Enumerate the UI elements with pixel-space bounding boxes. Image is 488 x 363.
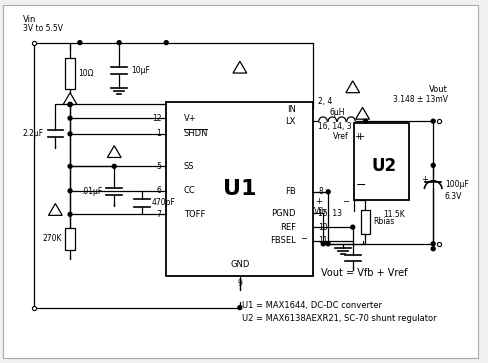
Bar [65, 228, 75, 250]
Text: 6μH: 6μH [329, 108, 345, 117]
Text: +: + [354, 132, 361, 141]
Text: Vin: Vin [23, 15, 36, 24]
Text: +: + [356, 132, 366, 142]
Text: Vfb: Vfb [314, 207, 327, 216]
Text: TOFF: TOFF [184, 210, 205, 219]
Circle shape [68, 132, 72, 136]
Circle shape [68, 116, 72, 120]
Text: 10: 10 [318, 223, 328, 232]
Text: U1 = MAX1644, DC-DC converter: U1 = MAX1644, DC-DC converter [242, 301, 382, 310]
Text: 470pF: 470pF [152, 198, 175, 207]
Bar [361, 209, 370, 234]
Text: SS: SS [184, 162, 194, 171]
Circle shape [164, 41, 168, 45]
Text: V+: V+ [184, 114, 197, 123]
Circle shape [364, 119, 367, 123]
Text: 3V to 5.5V: 3V to 5.5V [23, 24, 63, 33]
Text: IN: IN [287, 105, 296, 114]
Text: +: + [422, 175, 428, 184]
Text: 16, 14, 3: 16, 14, 3 [318, 122, 352, 131]
Polygon shape [356, 107, 369, 119]
Circle shape [431, 247, 435, 251]
Circle shape [326, 242, 330, 246]
Text: GND: GND [230, 260, 249, 269]
Text: 1: 1 [157, 129, 162, 138]
Text: 100μF: 100μF [445, 180, 469, 189]
Text: 15, 13: 15, 13 [318, 209, 343, 218]
Circle shape [68, 102, 72, 106]
Circle shape [117, 41, 121, 45]
Circle shape [431, 242, 435, 246]
Text: PGND: PGND [271, 209, 296, 218]
Polygon shape [233, 61, 247, 73]
Text: CC: CC [184, 186, 196, 195]
Text: U2 = MAX6138AEXR21, SC-70 shunt regulator: U2 = MAX6138AEXR21, SC-70 shunt regulato… [242, 314, 436, 323]
Text: .01μF: .01μF [81, 187, 102, 196]
Text: 5: 5 [157, 162, 162, 171]
Circle shape [431, 119, 435, 123]
Text: 2, 4: 2, 4 [318, 97, 333, 106]
Bar [166, 102, 313, 276]
Circle shape [321, 242, 325, 246]
Text: SHDN: SHDN [184, 129, 208, 138]
Text: −: − [355, 179, 366, 192]
Text: 10μF: 10μF [131, 66, 150, 75]
Circle shape [326, 190, 330, 194]
Circle shape [431, 163, 435, 167]
Text: −: − [300, 234, 307, 244]
Text: 2.2μF: 2.2μF [22, 129, 43, 138]
Text: U1: U1 [223, 179, 257, 199]
Text: +: + [315, 197, 322, 206]
Text: 10Ω: 10Ω [78, 69, 93, 78]
Text: 270K: 270K [43, 234, 62, 244]
Polygon shape [346, 81, 360, 93]
Circle shape [68, 212, 72, 216]
Text: LX: LX [285, 117, 296, 126]
Circle shape [78, 41, 82, 45]
Text: 3.148 ± 13mV: 3.148 ± 13mV [393, 95, 448, 104]
Text: REF: REF [280, 223, 296, 232]
Text: 12: 12 [152, 114, 162, 123]
Text: FB: FB [285, 187, 296, 196]
Circle shape [68, 189, 72, 193]
Text: U2: U2 [371, 157, 397, 175]
Polygon shape [107, 146, 121, 158]
Circle shape [351, 225, 355, 229]
Text: Vout: Vout [429, 85, 448, 94]
Text: 7: 7 [157, 210, 162, 219]
Circle shape [68, 102, 72, 106]
Text: −: − [342, 197, 349, 206]
Polygon shape [63, 93, 77, 105]
Text: 11.5K: 11.5K [383, 210, 405, 219]
Text: Rbias: Rbias [373, 217, 395, 226]
Text: Vref: Vref [333, 132, 349, 141]
Text: 6.3V: 6.3V [445, 192, 462, 201]
Text: FBSEL: FBSEL [270, 236, 296, 245]
Text: 11: 11 [318, 236, 328, 245]
Text: Vout = Vfb + Vref: Vout = Vfb + Vref [321, 268, 408, 278]
Text: 6: 6 [157, 186, 162, 195]
Circle shape [68, 102, 72, 106]
Circle shape [68, 164, 72, 168]
Circle shape [112, 164, 116, 168]
Text: 8: 8 [318, 187, 323, 196]
Circle shape [238, 306, 242, 310]
Polygon shape [48, 204, 62, 215]
Bar [354, 123, 408, 200]
Text: 9: 9 [238, 278, 243, 287]
Bar [65, 58, 75, 89]
